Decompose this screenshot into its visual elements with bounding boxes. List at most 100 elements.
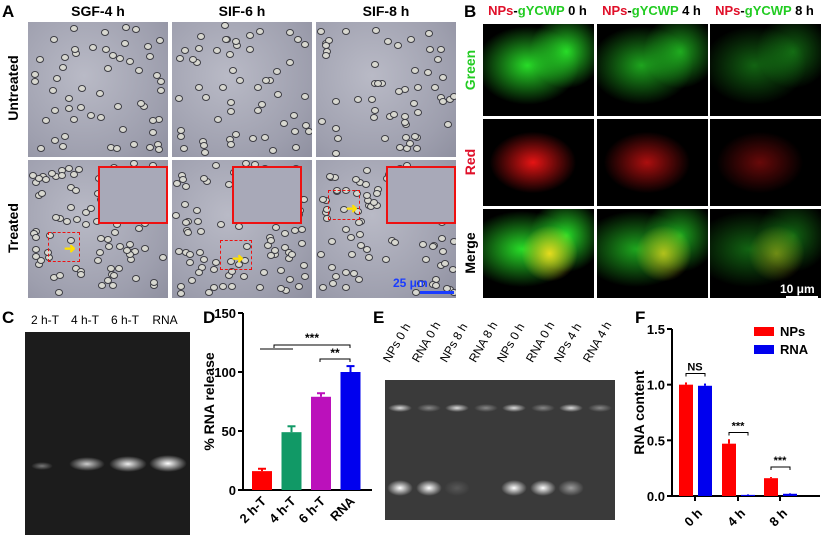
fluorescence-image (483, 24, 594, 116)
region-box (220, 240, 252, 270)
micrograph (316, 22, 456, 157)
gel-band (529, 480, 556, 496)
col-header: NPs-gYCWP 0 h (488, 3, 587, 18)
gel-band (559, 404, 583, 412)
micrograph: ➜ (316, 160, 456, 298)
inset-box (98, 166, 168, 224)
bar (783, 493, 797, 496)
x-tick-label: 0 h (681, 505, 705, 529)
fluorescence-image (483, 209, 594, 298)
scale-bar (420, 291, 454, 294)
micrograph (172, 22, 312, 157)
bar (679, 384, 693, 496)
y-tick-label: 0 (229, 483, 236, 498)
sig-label: *** (305, 331, 319, 345)
region-box (48, 232, 80, 262)
fluorescence-image (710, 209, 821, 298)
arrow-icon: ➜ (232, 250, 244, 266)
gel-band (587, 404, 612, 412)
row-label-merge: Merge (462, 232, 478, 274)
sig-bracket (273, 344, 351, 348)
panel-c-label: C (2, 308, 15, 327)
y-axis-label: % RNA release (201, 352, 217, 451)
fluorescence-image (710, 119, 821, 206)
gel-band (387, 480, 413, 496)
fluorescence-image (483, 119, 594, 206)
gel-band (558, 480, 584, 496)
micrograph (28, 22, 168, 157)
sig-bracket (319, 358, 351, 362)
x-tick-label: 2 h-T (237, 493, 270, 526)
y-tick-label: 150 (214, 306, 236, 321)
scale-bar-label: 25 μm (393, 276, 428, 290)
y-tick-label: 50 (222, 424, 236, 439)
row-label-green: Green (462, 49, 478, 91)
row-label: Treated (5, 203, 21, 253)
x-tick-label: 4 h (724, 505, 748, 529)
row-label-red: Red (462, 148, 478, 176)
inset-box (386, 166, 456, 224)
micrograph: ➜ (28, 160, 168, 298)
micrograph: ➜ (172, 160, 312, 298)
lane-label: RNA (152, 313, 178, 327)
arrow-icon: ➜ (64, 240, 76, 256)
gel-image-c (25, 332, 190, 535)
legend-label: RNA (780, 342, 809, 357)
gel-image-e (385, 380, 615, 520)
fluorescence-image (597, 209, 708, 298)
sig-bracket (728, 432, 749, 436)
gel-band (473, 404, 498, 412)
gel-band (388, 404, 412, 412)
y-tick-label: 100 (214, 365, 236, 380)
scale-bar (786, 296, 818, 298)
sig-label: NS (687, 362, 702, 374)
bar (252, 471, 272, 490)
panel-e-label: E (373, 308, 385, 327)
col-header: NPs-gYCWP 8 h (715, 3, 814, 18)
legend-swatch (754, 327, 774, 336)
y-tick-label: 0.5 (647, 433, 665, 448)
sig-label: *** (774, 455, 788, 467)
col-header: SGF-4 h (71, 3, 125, 19)
gel-band (416, 404, 441, 412)
col-header: NPs-gYCWP 4 h (602, 3, 701, 18)
bar (311, 396, 331, 490)
sig-bracket (685, 373, 706, 377)
y-tick-label: 1.5 (647, 322, 665, 337)
x-tick-label: 6 h-T (296, 493, 329, 526)
bar (340, 372, 361, 490)
panel-a-label: A (2, 2, 15, 21)
gel-band (502, 404, 526, 412)
sig-bracket (770, 466, 791, 471)
x-tick-label: RNA (327, 493, 358, 524)
x-tick-label: 8 h (766, 505, 790, 529)
bar (722, 443, 736, 496)
gel-band (530, 404, 555, 412)
x-tick-label: 4 h-T (266, 493, 299, 526)
scale-bar-label: 10 μm (780, 282, 815, 296)
y-tick-label: 1.0 (647, 378, 665, 393)
lane-label: 6 h-T (110, 313, 139, 327)
gel-band (415, 480, 442, 496)
panel-f-label: F (635, 308, 646, 327)
region-box (328, 190, 360, 220)
bar (764, 478, 778, 496)
inset-box (232, 166, 302, 224)
gel-band (444, 480, 470, 496)
lane-label: 4 h-T (70, 313, 99, 327)
lane-label: 2 h-T (30, 313, 59, 327)
col-header: SIF-8 h (362, 3, 410, 19)
gel-band (445, 404, 469, 412)
chart-d: 0 50 100 150 % RNA release 2 h-T4 h-T6 h-TRNA… (201, 306, 372, 526)
panel-d-label: D (203, 308, 216, 327)
bar (281, 432, 302, 490)
arrow-icon: ➜ (346, 200, 358, 216)
row-label: Untreated (5, 55, 21, 121)
bar (698, 385, 712, 496)
col-header: SIF-6 h (218, 3, 266, 19)
bar (741, 494, 755, 496)
fluorescence-image (597, 24, 708, 116)
chart-f: 0.0 0.5 1.0 1.5 RNA content 0 h NS 4 h *** 8 h ***… (631, 322, 820, 529)
fluorescence-image (597, 119, 708, 206)
sig-label: *** (732, 421, 746, 433)
